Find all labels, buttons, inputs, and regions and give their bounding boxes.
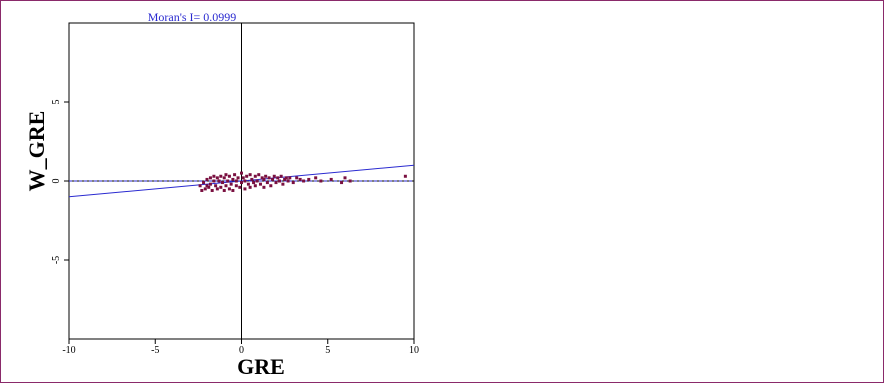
data-point: [215, 176, 219, 180]
data-point: [227, 174, 231, 178]
data-point: [215, 187, 219, 191]
x-axis-title: GRE: [237, 354, 285, 379]
data-point: [262, 185, 266, 189]
y-tick-label: 5: [51, 100, 62, 105]
data-point: [243, 179, 247, 183]
data-point: [234, 184, 238, 188]
data-point: [262, 177, 266, 181]
data-point: [207, 185, 211, 189]
data-point: [222, 176, 226, 180]
y-tick-label: 0: [51, 179, 62, 184]
data-point: [253, 174, 257, 178]
data-point: [238, 185, 242, 189]
data-point: [205, 177, 209, 181]
data-point: [291, 181, 295, 185]
data-point: [257, 173, 261, 177]
data-point: [248, 185, 252, 189]
data-point: [264, 174, 268, 178]
data-point: [222, 188, 226, 192]
data-point: [277, 179, 281, 183]
x-tick-label: -10: [62, 345, 75, 356]
data-point: [267, 176, 271, 180]
data-point: [260, 176, 264, 180]
y-tick-label: -5: [51, 256, 62, 264]
data-point: [274, 181, 278, 185]
data-point: [240, 171, 243, 175]
data-point: [403, 174, 407, 178]
data-point: [250, 177, 254, 181]
data-point: [231, 177, 235, 181]
data-point: [203, 187, 207, 191]
data-point: [219, 185, 223, 189]
data-point: [217, 179, 221, 183]
x-tick-label: 0: [239, 345, 244, 356]
data-point: [233, 173, 237, 177]
data-point: [253, 184, 257, 188]
data-point: [208, 176, 212, 180]
data-point: [224, 173, 228, 177]
data-point: [221, 181, 225, 185]
regression-line: [68, 164, 415, 198]
plot-content: [68, 23, 415, 339]
data-point: [271, 177, 275, 181]
data-point: [212, 179, 216, 183]
data-point: [198, 184, 202, 188]
data-point: [246, 182, 250, 186]
data-point: [241, 176, 245, 180]
data-point: [226, 179, 230, 183]
data-point: [329, 177, 333, 181]
y-axis: -5 0 5: [51, 100, 69, 264]
data-point: [295, 176, 299, 180]
data-point: [234, 179, 238, 183]
data-point: [258, 182, 262, 186]
x-axis: -10 -5 0 5 10: [62, 339, 419, 356]
data-point: [279, 174, 283, 178]
data-point: [288, 176, 292, 180]
chart-title: Moran's I= 0.0999: [148, 10, 237, 24]
data-point: [227, 187, 231, 191]
data-point: [229, 182, 233, 186]
data-point: [205, 184, 209, 188]
y-axis-title: W_GRE: [24, 111, 49, 192]
data-point: [208, 182, 212, 186]
data-point: [202, 181, 206, 185]
data-point: [286, 179, 290, 183]
data-point: [265, 181, 269, 185]
data-point: [319, 179, 323, 183]
data-point: [284, 176, 288, 180]
x-tick-label: 5: [325, 345, 330, 356]
data-point: [240, 181, 243, 185]
data-point: [272, 174, 276, 178]
data-point: [276, 176, 280, 180]
data-point: [348, 179, 352, 183]
data-point: [243, 187, 247, 191]
data-point: [214, 184, 218, 188]
data-point: [200, 188, 204, 192]
data-point: [255, 179, 259, 183]
x-tick-label: 10: [409, 345, 419, 356]
data-point: [269, 184, 273, 188]
data-point: [298, 177, 302, 181]
data-point: [314, 176, 318, 180]
data-point: [283, 177, 287, 181]
data-point: [231, 188, 235, 192]
data-point: [248, 173, 252, 177]
data-point: [245, 174, 249, 178]
data-point: [302, 179, 306, 183]
data-point: [281, 182, 285, 186]
data-point: [210, 188, 214, 192]
data-point: [224, 184, 228, 188]
data-point: [307, 177, 311, 181]
data-point: [212, 174, 216, 178]
data-point: [340, 181, 344, 185]
data-point: [236, 176, 240, 180]
data-point: [219, 174, 223, 178]
data-point: [343, 176, 347, 180]
x-tick-label: -5: [151, 345, 159, 356]
data-point: [252, 181, 256, 185]
